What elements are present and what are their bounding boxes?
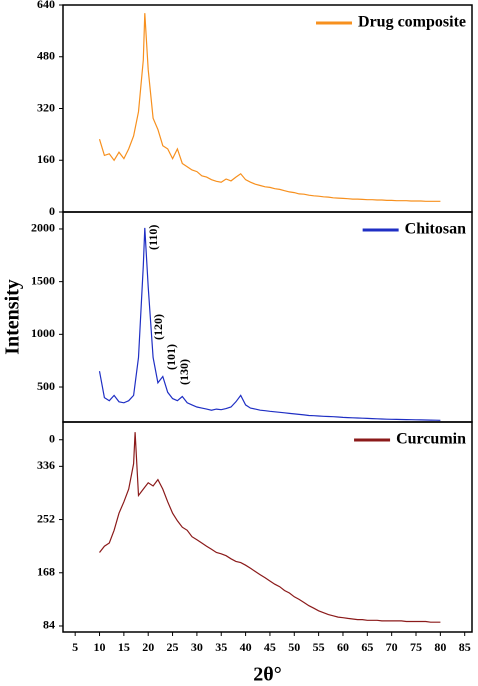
plot-frame bbox=[62, 4, 473, 213]
x-tick-label: 30 bbox=[191, 640, 203, 654]
y-axis-title: Intensity bbox=[2, 279, 24, 355]
x-tick-label: 50 bbox=[288, 640, 300, 654]
peak-annotation: (110) bbox=[146, 225, 160, 250]
y-tick-label: 84 bbox=[43, 618, 55, 632]
y-tick-label: 480 bbox=[37, 49, 55, 63]
legend-label: Chitosan bbox=[405, 221, 466, 238]
x-tick-label: 75 bbox=[410, 640, 422, 654]
x-tick-label: 60 bbox=[337, 640, 349, 654]
data-line bbox=[99, 432, 441, 623]
data-line bbox=[98, 227, 441, 421]
y-tick-label: 168 bbox=[37, 565, 55, 579]
x-tick-label: 65 bbox=[361, 640, 373, 654]
y-tick-label: 640 bbox=[37, 0, 55, 11]
x-axis-title: 2θ° bbox=[253, 664, 281, 686]
x-tick-label: 10 bbox=[94, 640, 106, 654]
y-tick-label: 160 bbox=[37, 152, 55, 166]
y-tick-label: 1000 bbox=[31, 326, 55, 340]
y-tick-label: 252 bbox=[37, 511, 55, 525]
y-tick-label: 1500 bbox=[31, 273, 55, 287]
y-tick-label: 320 bbox=[37, 100, 55, 114]
y-tick-label: 500 bbox=[37, 379, 55, 393]
peak-annotation: (130) bbox=[177, 359, 191, 385]
x-tick-label: 15 bbox=[118, 640, 130, 654]
x-tick-label: 45 bbox=[264, 640, 276, 654]
x-tick-label: 5 bbox=[72, 640, 78, 654]
y-tick-label: 2000 bbox=[31, 221, 55, 235]
x-tick-label: 40 bbox=[240, 640, 252, 654]
peak-annotation: (120) bbox=[151, 314, 165, 340]
data-line bbox=[98, 13, 441, 202]
x-tick-label: 20 bbox=[142, 640, 154, 654]
x-tick-label: 70 bbox=[386, 640, 398, 654]
y-tick-label: 0 bbox=[49, 204, 55, 218]
legend-label: Curcumin bbox=[396, 431, 466, 448]
y-tick-label: 336 bbox=[37, 458, 55, 472]
legend-label: Drug composite bbox=[358, 14, 466, 31]
y-tick-label: 0 bbox=[49, 431, 55, 445]
x-tick-label: 55 bbox=[313, 640, 325, 654]
x-tick-label: 35 bbox=[215, 640, 227, 654]
peak-annotation: (101) bbox=[164, 344, 178, 370]
x-tick-label: 25 bbox=[167, 640, 179, 654]
plot-frame bbox=[62, 211, 473, 423]
plot-frame bbox=[62, 421, 473, 633]
x-tick-label: 80 bbox=[434, 640, 446, 654]
x-tick-label: 85 bbox=[459, 640, 471, 654]
